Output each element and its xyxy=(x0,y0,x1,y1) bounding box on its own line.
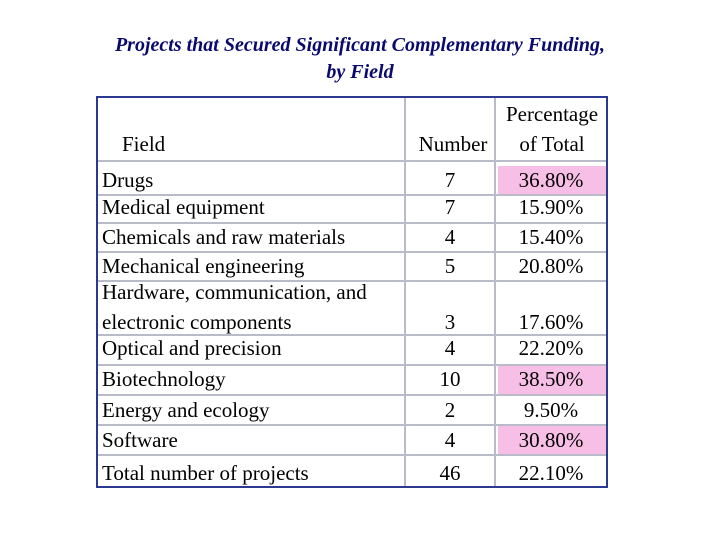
row-field: Energy and ecology xyxy=(102,398,270,422)
total-divider xyxy=(98,454,606,456)
row-number: 4 xyxy=(444,428,456,452)
row-field: Optical and precision xyxy=(102,336,282,360)
column-divider-1 xyxy=(404,98,406,486)
highlight-biotechnology xyxy=(498,364,606,394)
title-line-2: by Field xyxy=(326,61,394,83)
row-field-line-1: Hardware, communication, and xyxy=(102,280,367,304)
row-divider xyxy=(98,334,606,336)
row-field: Mechanical engineering xyxy=(102,254,305,278)
row-divider xyxy=(98,194,606,196)
row-percentage: 17.60% xyxy=(518,310,584,334)
row-divider xyxy=(98,394,606,396)
column-divider-2 xyxy=(494,98,496,486)
row-field: Biotechnology xyxy=(102,367,226,391)
row-field: Medical equipment xyxy=(102,195,265,219)
header-number: Number xyxy=(418,132,488,156)
total-number: 46 xyxy=(439,461,461,485)
header-field: Field xyxy=(122,132,166,156)
row-number: 10 xyxy=(439,367,461,391)
row-number: 7 xyxy=(444,168,456,192)
row-percentage: 20.80% xyxy=(518,254,584,278)
funding-table: Field Number Percentage of Total Drugs 7… xyxy=(96,96,608,488)
title-line-1: Projects that Secured Significant Comple… xyxy=(114,34,606,56)
row-percentage: 36.80% xyxy=(518,168,584,192)
row-number: 5 xyxy=(444,254,456,278)
row-number: 7 xyxy=(444,195,456,219)
highlight-software xyxy=(498,424,606,454)
header-percentage-line-1: Percentage xyxy=(505,102,599,126)
row-divider xyxy=(98,280,606,282)
row-divider xyxy=(98,251,606,253)
row-percentage: 22.20% xyxy=(518,336,584,360)
row-percentage: 15.40% xyxy=(518,225,584,249)
highlight-drugs xyxy=(498,166,606,194)
row-number: 2 xyxy=(444,398,456,422)
row-field-line-2: electronic components xyxy=(102,310,292,334)
row-field: Chemicals and raw materials xyxy=(102,225,346,249)
row-percentage: 15.90% xyxy=(518,195,584,219)
row-number: 4 xyxy=(444,336,456,360)
row-field: Drugs xyxy=(102,168,154,192)
total-percentage: 22.10% xyxy=(518,461,584,485)
row-percentage: 30.80% xyxy=(518,428,584,452)
page-title: Projects that Secured Significant Comple… xyxy=(0,32,720,86)
row-divider xyxy=(98,424,606,426)
row-number: 4 xyxy=(444,225,456,249)
header-divider xyxy=(98,160,606,162)
row-divider xyxy=(98,364,606,366)
row-divider xyxy=(98,222,606,224)
row-percentage: 9.50% xyxy=(523,398,579,422)
row-number: 3 xyxy=(444,310,456,334)
row-field: Software xyxy=(102,428,178,452)
total-field: Total number of projects xyxy=(102,461,309,485)
header-percentage-line-2: of Total xyxy=(519,132,585,156)
row-percentage: 38.50% xyxy=(518,367,584,391)
